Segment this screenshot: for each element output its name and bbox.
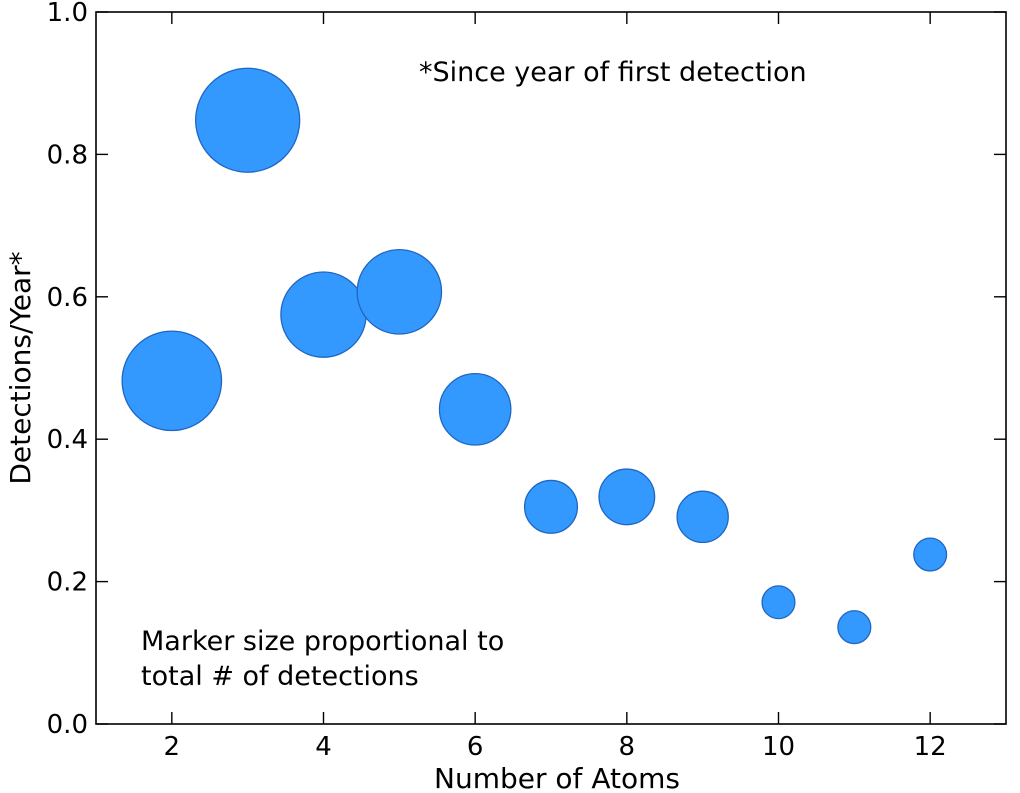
y-tick-label: 0.6	[47, 283, 88, 313]
y-tick-label: 1.0	[47, 0, 88, 28]
tick-labels: 2 4 6 8 10 12 0.0 0.2 0.4 0.6 0.8 1.0	[47, 0, 947, 762]
y-tick-label: 0.2	[47, 568, 88, 598]
data-point-7-atoms	[523, 479, 579, 534]
data-markers	[121, 67, 948, 645]
x-axis-label: Number of Atoms	[434, 762, 680, 793]
y-tick-label: 0.4	[47, 425, 88, 455]
data-point-12-atoms	[913, 537, 948, 572]
y-axis-label: Detections/Year*	[4, 251, 37, 484]
x-tick-label: 8	[619, 732, 636, 762]
data-point-9-atoms	[676, 490, 729, 544]
data-point-4-atoms	[280, 271, 367, 358]
x-tick-label: 12	[914, 732, 947, 762]
y-tick-label: 0.0	[47, 710, 88, 740]
x-tick-label: 10	[762, 732, 795, 762]
data-point-8-atoms	[598, 468, 656, 526]
x-tick-label: 2	[164, 732, 181, 762]
data-point-6-atoms	[438, 372, 512, 446]
annotation-since-first-detection: *Since year of first detection	[419, 57, 807, 88]
data-point-10-atoms	[761, 585, 796, 620]
x-tick-label: 4	[315, 732, 332, 762]
annotation-marker-size-line2: total # of detections	[141, 661, 419, 692]
data-point-11-atoms	[837, 610, 872, 645]
x-tick-label: 6	[467, 732, 484, 762]
annotation-marker-size-line1: Marker size proportional to	[141, 626, 504, 657]
y-tick-label: 0.8	[47, 140, 88, 170]
data-point-2-atoms	[121, 330, 223, 432]
data-point-5-atoms	[356, 248, 443, 335]
data-point-3-atoms	[195, 67, 301, 173]
plot-frame	[95, 11, 1007, 725]
